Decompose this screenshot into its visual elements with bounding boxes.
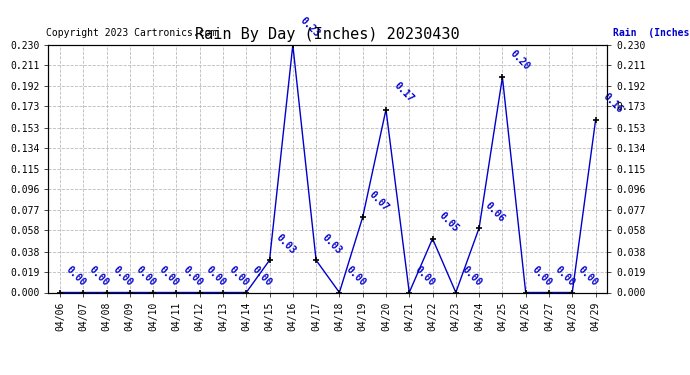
Text: 0.00: 0.00 [134,265,157,288]
Text: 0.00: 0.00 [250,265,274,288]
Text: 0.00: 0.00 [227,265,250,288]
Text: 0.17: 0.17 [391,80,415,104]
Text: 0.05: 0.05 [437,211,460,234]
Text: 0.00: 0.00 [576,265,600,288]
Text: 0.00: 0.00 [157,265,181,288]
Text: 0.23: 0.23 [298,16,322,39]
Text: 0.03: 0.03 [274,232,297,256]
Text: 0.00: 0.00 [530,265,553,288]
Text: 0.16: 0.16 [601,91,625,115]
Text: 0.00: 0.00 [181,265,204,288]
Text: 0.03: 0.03 [320,232,344,256]
Text: 0.00: 0.00 [553,265,577,288]
Text: Copyright 2023 Cartronics.com: Copyright 2023 Cartronics.com [46,28,216,38]
Text: Rain  (Inches): Rain (Inches) [613,28,690,38]
Text: 0.00: 0.00 [110,265,135,288]
Text: 0.00: 0.00 [460,265,484,288]
Text: 0.00: 0.00 [64,265,88,288]
Text: 0.20: 0.20 [508,48,532,72]
Text: 0.00: 0.00 [344,265,367,288]
Text: 0.00: 0.00 [204,265,228,288]
Title: Rain By Day (Inches) 20230430: Rain By Day (Inches) 20230430 [195,27,460,42]
Text: 0.07: 0.07 [367,189,391,213]
Text: 0.06: 0.06 [483,200,507,224]
Text: 0.00: 0.00 [88,265,111,288]
Text: 0.00: 0.00 [413,265,437,288]
